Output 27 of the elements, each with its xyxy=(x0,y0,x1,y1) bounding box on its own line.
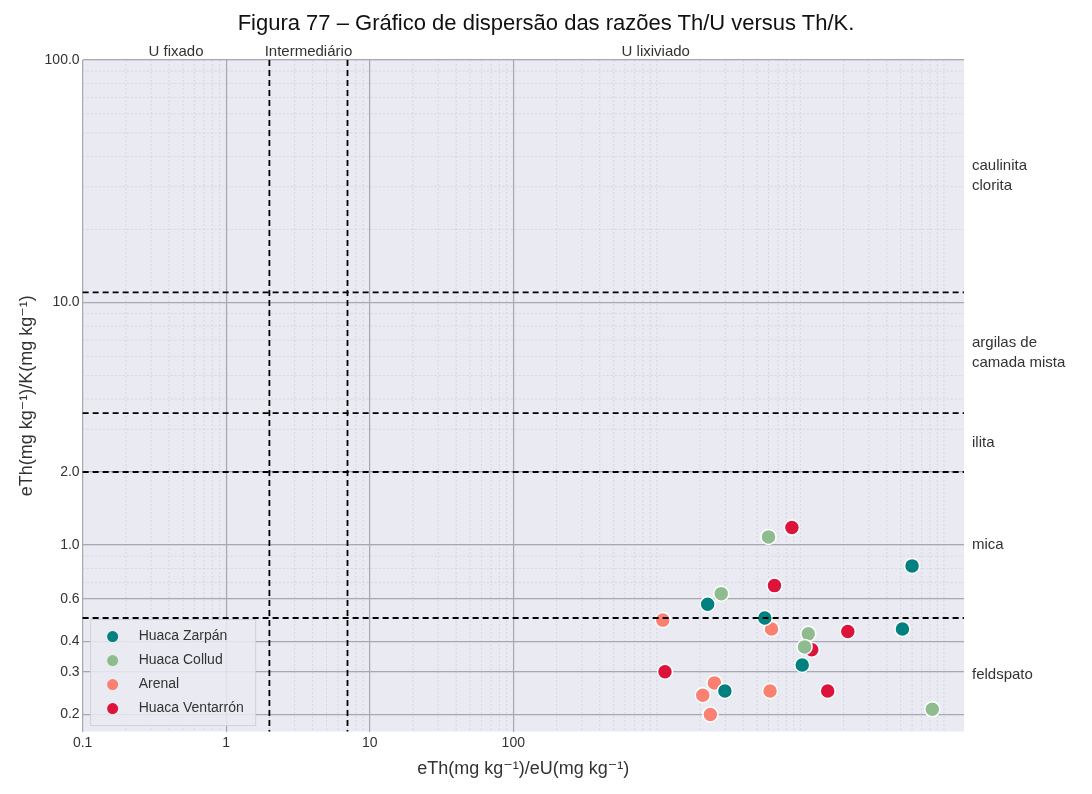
x-axis-title: eTh(mg kg⁻¹)/eU(mg kg⁻¹) xyxy=(417,758,630,779)
text: feldspato xyxy=(972,664,1033,682)
text: argilas de camada mista xyxy=(972,332,1067,370)
legend-label: Huaca Ventarrón xyxy=(138,699,244,716)
text: Intermediário xyxy=(264,41,353,59)
y-tick-label: 0.2 xyxy=(60,705,80,722)
legend-label: Huaca Collud xyxy=(138,651,223,668)
y-tick-label: 0.4 xyxy=(60,632,80,649)
text: caulinita clorita xyxy=(972,156,1028,194)
y-tick-label: 1.0 xyxy=(60,535,80,552)
y-tick-label: 2.0 xyxy=(60,462,80,479)
x-tick-label: 0.1 xyxy=(72,733,93,750)
x-tick-label: 100 xyxy=(501,733,526,750)
chart-title: Figura 77 – Gráfico de dispersão das razões Th/U versus Th/K. xyxy=(236,9,856,37)
y-tick-label: 100.0 xyxy=(44,50,80,67)
text: U fixado xyxy=(148,41,204,59)
y-tick-label: 0.3 xyxy=(60,662,80,679)
text: mica xyxy=(972,535,1005,553)
y-tick-label: 10.0 xyxy=(52,293,80,310)
text: ilita xyxy=(972,432,996,450)
y-tick-label: 0.6 xyxy=(60,589,80,606)
x-tick-label: 10 xyxy=(361,733,378,750)
y-axis-title: eTh(mg kg⁻¹)/K(mg kg⁻¹) xyxy=(15,295,36,497)
legend-label: Arenal xyxy=(138,675,180,692)
x-tick-label: 1 xyxy=(222,733,231,750)
legend-label: Huaca Zarpán xyxy=(138,627,228,644)
text: U lixiviado xyxy=(621,41,690,59)
